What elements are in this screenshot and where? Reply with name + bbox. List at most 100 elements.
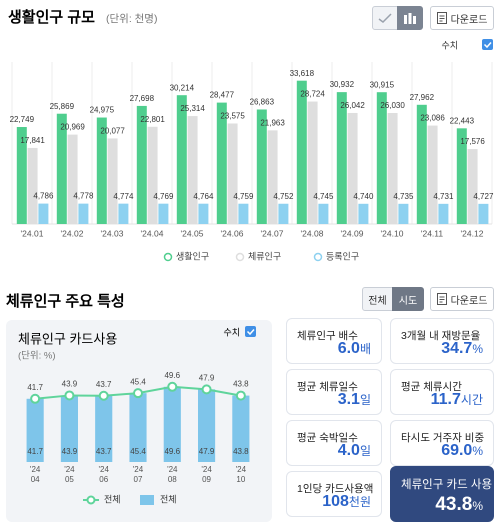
bar [456, 128, 467, 224]
bar [216, 102, 227, 224]
download-button[interactable]: 다운로드 [430, 287, 494, 311]
bar [67, 134, 78, 224]
legend-marker [163, 252, 173, 262]
bar [176, 95, 187, 224]
toggle-label: 수치 [223, 326, 240, 337]
section-title: 체류인구 주요 특성 [6, 292, 125, 310]
stat-label: 평균 숙박일수 [297, 432, 358, 444]
x-tick-label: '24 [167, 465, 178, 474]
download-label: 다운로드 [450, 14, 488, 26]
stat-unit: 일 [359, 444, 371, 458]
value-label: 28,724 [300, 90, 325, 99]
value-label: 17,841 [20, 136, 45, 145]
value-label: 4,745 [313, 192, 334, 201]
value-label: 33,618 [290, 69, 315, 78]
x-tick-label: '24.03 [101, 228, 124, 238]
stat-value: 108 [322, 493, 349, 510]
point [30, 393, 41, 404]
x-tick-label: 05 [65, 475, 74, 484]
stat-unit: % [472, 444, 483, 458]
value-label: 4,759 [233, 192, 254, 201]
bar [129, 393, 147, 462]
bar-chart-button[interactable] [397, 6, 423, 30]
stat-value-wrap: 43.8% [435, 494, 483, 516]
value-label: 30,915 [370, 80, 395, 89]
value-label: 27,698 [130, 94, 155, 103]
download-button[interactable]: 다운로드 [430, 6, 494, 30]
value-label: 43.9 [62, 380, 78, 389]
bar [60, 395, 78, 462]
x-tick-label: 04 [31, 475, 40, 484]
stat-card: 평균 숙박일수 4.0일 [286, 420, 382, 466]
value-label: 23,575 [220, 112, 245, 121]
chart-subtitle: (단위: %) [18, 350, 56, 362]
bar [96, 117, 107, 224]
value-label: 26,863 [250, 98, 275, 107]
value-label: 23,086 [420, 114, 445, 123]
chart-subtitle: (단위: 천명) [106, 12, 157, 25]
stat-value: 4.0 [337, 442, 360, 459]
stat-label: 타시도 거주자 비중 [401, 432, 485, 444]
bar [467, 149, 478, 224]
download-icon [436, 12, 447, 24]
stat-value: 11.7 [430, 391, 461, 408]
bar [38, 203, 49, 224]
value-label: 30,214 [170, 83, 195, 92]
point [167, 381, 178, 392]
bar [438, 203, 449, 224]
value-label: 27,962 [410, 93, 435, 102]
x-tick-label: '24.06 [221, 228, 244, 238]
stat-unit: 천원 [348, 495, 371, 509]
value-label: 30,932 [330, 80, 355, 89]
legend-label: 전체 [104, 494, 121, 504]
value-label: 4,731 [433, 192, 454, 201]
bar [163, 386, 181, 462]
line-icon [378, 13, 392, 23]
bar [16, 127, 27, 224]
point [64, 390, 75, 401]
stat-label: 3개월 내 재방문율 [401, 330, 481, 342]
x-tick-label: '24 [30, 465, 41, 474]
stat-value-wrap: 69.0% [441, 442, 483, 460]
stat-value-wrap: 11.7시간 [431, 391, 483, 409]
tab-button-active[interactable]: 시도 [392, 287, 424, 311]
x-tick-label: '24.04 [141, 228, 164, 238]
legend-marker [140, 495, 154, 505]
download-label: 다운로드 [450, 295, 488, 307]
value-label: 4,735 [393, 192, 414, 201]
x-tick-label: '24.02 [61, 228, 84, 238]
value-label: 4,740 [353, 192, 374, 201]
bar [238, 203, 249, 224]
tab-button[interactable]: 전체 [362, 287, 393, 311]
stat-card: 타시도 거주자 비중 69.0% [390, 420, 494, 466]
stat-card: 평균 체류시간 11.7시간 [390, 369, 494, 415]
bar [26, 398, 44, 462]
stat-unit: 일 [359, 393, 371, 407]
x-tick-label: '24.10 [381, 228, 404, 238]
value-label: 45.4 [130, 377, 146, 386]
legend-label: 생활인구 [176, 250, 209, 261]
toggle-checkbox[interactable] [245, 326, 256, 337]
bar [278, 203, 289, 224]
value-label: 24,975 [90, 106, 115, 115]
stat-value: 3.1 [337, 391, 360, 408]
stat-value: 43.8 [435, 494, 473, 515]
value-label: 26,030 [380, 101, 405, 110]
value-label: 43.9 [62, 447, 78, 456]
value-label: 4,764 [193, 192, 214, 201]
x-tick-label: '24 [98, 465, 109, 474]
value-label: 49.6 [164, 371, 180, 380]
tab-label: 전체 [368, 295, 387, 307]
x-tick-label: '24.01 [21, 228, 44, 238]
tab-label: 시도 [398, 295, 418, 307]
stat-label: 체류인구 카드 사용 [401, 479, 493, 491]
toggle-checkbox[interactable] [482, 39, 493, 50]
stat-card: 1인당 카드사용액 108천원 [286, 471, 382, 517]
line-chart-button[interactable] [372, 6, 398, 30]
value-label: 4,786 [33, 192, 54, 201]
bar [95, 395, 113, 462]
bar [376, 92, 387, 225]
bar [118, 203, 129, 224]
